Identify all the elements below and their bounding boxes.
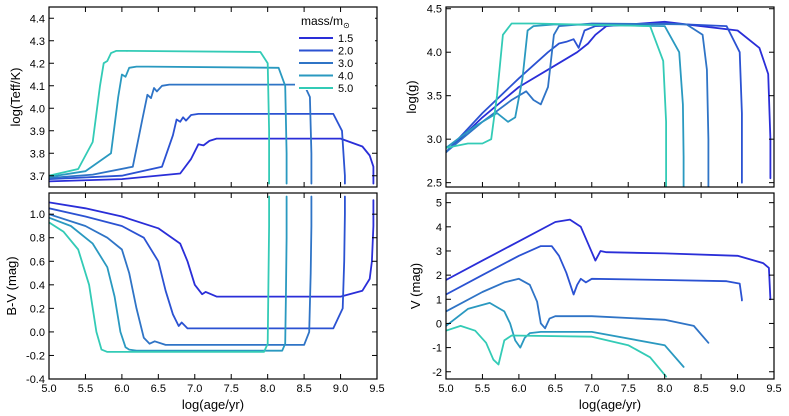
legend-title-sun-symbol: ⊙ — [343, 21, 350, 30]
series-line-logg-1_5 — [446, 20, 772, 180]
panel-bv: -0.4 -0.2 0.0 0.2 0.4 0.6 0.8 1.0 5.0 5.5 6.0 6.5 7.… — [4, 192, 385, 412]
ytick-label: 4.0 — [30, 103, 45, 115]
ytick-label: 1 — [436, 294, 442, 306]
series-line-teff-5_0 — [49, 50, 270, 185]
ytick-label: 2 — [436, 270, 442, 282]
series-line-logg-2_0 — [446, 22, 743, 184]
ytick-label: 0.4 — [30, 280, 45, 292]
ytick-label: 3.9 — [30, 126, 45, 138]
legend-label-4_0: 4.0 — [338, 71, 353, 83]
series-line-teff-2_0 — [49, 113, 346, 185]
ytick-label: -2 — [432, 367, 442, 379]
xtick-label: 8.0 — [260, 383, 275, 395]
ytick-label: 1.0 — [30, 209, 45, 221]
series-line-bv-2_0 — [49, 195, 346, 330]
series-line-logg-3_0 — [446, 22, 710, 187]
ytick-label: -0.2 — [26, 350, 45, 362]
ytick-label: -0.4 — [26, 374, 45, 386]
ytick-label: 4.3 — [30, 36, 45, 48]
xtick-label: 9.0 — [333, 383, 348, 395]
ytick-label: 4.2 — [30, 58, 45, 70]
legend-label-2_0: 2.0 — [338, 46, 353, 58]
ytick-label: 4.0 — [427, 47, 442, 59]
xtick-label: 9.5 — [766, 383, 781, 395]
xtick-label: 5.0 — [41, 383, 56, 395]
xtick-label: 5.5 — [475, 383, 490, 395]
series-line-bv-5_0 — [49, 195, 270, 353]
panel-bv-frame — [48, 192, 378, 380]
ytick-label: 5 — [436, 198, 442, 210]
xtick-label: 7.0 — [584, 383, 599, 395]
series-line-logg-5_0 — [446, 22, 667, 187]
panel-vmag-xlabel: log(age/yr) — [579, 397, 641, 412]
ytick-label: 3.7 — [30, 171, 45, 183]
series-line-bv-4_0 — [49, 195, 288, 352]
xtick-label: 7.5 — [224, 383, 239, 395]
series-line-bv-1_5 — [49, 199, 375, 298]
ytick-label: 0.0 — [30, 327, 45, 339]
xtick-label: 9.5 — [369, 383, 384, 395]
xtick-label: 8.0 — [657, 383, 672, 395]
ytick-label: 0 — [436, 318, 442, 330]
panel-vmag-ylabel: V (mag) — [408, 263, 423, 309]
series-line-teff-4_0 — [49, 65, 288, 185]
xtick-label: 6.5 — [548, 383, 563, 395]
xtick-label: 8.5 — [296, 383, 311, 395]
panel-vmag: -2 -1 0 1 2 3 4 5 5.0 5.5 6.0 6.5 7.0 7.5 8.0 8.5 9.0 9.5… — [408, 192, 782, 412]
series-line-vmag-4_0 — [446, 302, 685, 368]
panel-logg-frame — [445, 6, 775, 188]
panel-logg: 2.5 3.0 3.5 4.0 4.5 log(g) — [404, 4, 775, 190]
ytick-label: 2.5 — [427, 178, 442, 190]
panel-bv-xlabel: log(age/yr) — [182, 397, 244, 412]
series-line-vmag-1_5 — [446, 218, 772, 301]
panel-logg-ylabel: log(g) — [404, 80, 419, 113]
legend-label-1_5: 1.5 — [338, 33, 353, 45]
legend-title-main: mass/m — [301, 14, 343, 28]
legend-label-5_0: 5.0 — [338, 83, 353, 95]
series-line-teff-1_5 — [49, 137, 375, 185]
panel-teff-ylabel: log(Teff/K) — [8, 67, 23, 126]
series-line-logg-4_0 — [446, 23, 685, 187]
panel-bv-ylabel: B-V (mag) — [4, 256, 19, 315]
legend-label-3_0: 3.0 — [338, 58, 353, 70]
xtick-label: 7.5 — [621, 383, 636, 395]
ytick-label: 4.4 — [30, 13, 45, 25]
panel-teff-frame — [48, 6, 378, 188]
ytick-label: 0.2 — [30, 303, 45, 315]
ytick-label: 3.5 — [427, 91, 442, 103]
xtick-label: 5.5 — [78, 383, 93, 395]
ytick-label: 4.1 — [30, 81, 45, 93]
legend: mass/m⊙ 1.52.03.04.05.0 — [295, 12, 375, 95]
ytick-label: 0.6 — [30, 256, 45, 268]
series-line-bv-3_0 — [49, 195, 313, 346]
series-line-vmag-2_0 — [446, 245, 743, 302]
panel-vmag-frame — [445, 192, 775, 380]
xtick-label: 6.5 — [151, 383, 166, 395]
xtick-label: 9.0 — [730, 383, 745, 395]
ytick-label: 0.8 — [30, 233, 45, 245]
xtick-label: 5.0 — [438, 383, 453, 395]
ytick-label: -1 — [432, 343, 442, 355]
ytick-label: 3.0 — [427, 134, 442, 146]
ytick-label: 3.8 — [30, 148, 45, 160]
xtick-label: 6.0 — [114, 383, 129, 395]
ytick-label: 4.5 — [427, 4, 442, 16]
xtick-label: 8.5 — [693, 383, 708, 395]
ytick-label: 3 — [436, 246, 442, 258]
legend-title: mass/m⊙ — [301, 14, 350, 30]
series-line-vmag-3_0 — [446, 277, 710, 344]
ytick-label: 4 — [436, 222, 442, 234]
xtick-label: 6.0 — [511, 383, 526, 395]
series-line-teff-3_0 — [49, 83, 313, 185]
xtick-label: 7.0 — [187, 383, 202, 395]
series-line-vmag-5_0 — [446, 325, 667, 378]
